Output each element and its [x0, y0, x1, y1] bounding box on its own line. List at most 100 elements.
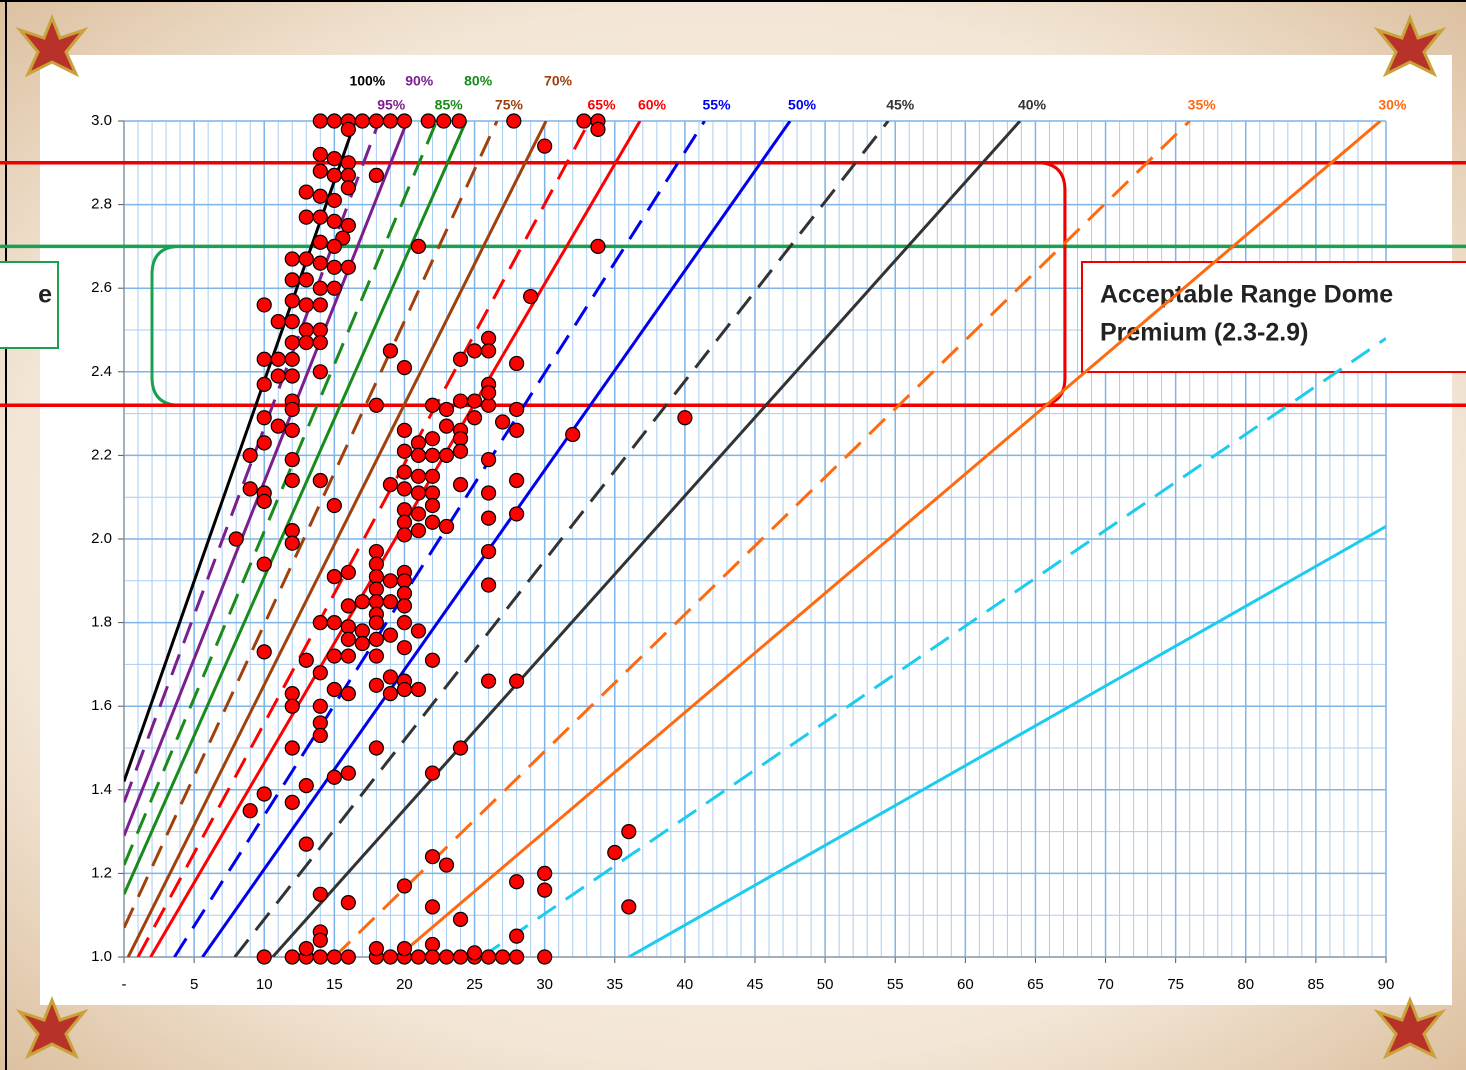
- scatter-point: [284, 368, 300, 384]
- scatter-point: [326, 569, 342, 585]
- scatter-point: [298, 251, 314, 267]
- scatter-point: [340, 631, 356, 647]
- scatter-point: [396, 527, 413, 543]
- x-tick-label: 65: [1027, 976, 1044, 993]
- scatter-point: [242, 803, 258, 819]
- scatter-point: [312, 364, 328, 380]
- scatter-point: [326, 497, 342, 514]
- scatter-point: [396, 878, 413, 894]
- scatter-point: [284, 293, 300, 309]
- series-label: 55%: [703, 97, 732, 113]
- scatter-point: [298, 652, 314, 668]
- scatter-point: [368, 581, 384, 597]
- scatter-point: [284, 422, 300, 438]
- x-tick-label: 35: [606, 976, 623, 993]
- scatter-point: [228, 531, 244, 547]
- scatter-point: [312, 472, 328, 489]
- y-tick-label: 1.6: [91, 697, 112, 714]
- scatter-point: [424, 514, 441, 530]
- scatter-point: [312, 146, 328, 163]
- scatter-point: [565, 426, 581, 443]
- y-tick-label: 2.2: [91, 446, 112, 463]
- scatter-point: [298, 778, 314, 794]
- scatter-point: [354, 623, 370, 639]
- scatter-point: [368, 543, 384, 560]
- series-label: 90%: [405, 73, 434, 89]
- scatter-point: [326, 151, 342, 167]
- logo: [15, 13, 1447, 1060]
- scatter-point: [396, 640, 413, 656]
- scatter-point: [256, 376, 272, 392]
- annotation-text: Premium (2.3-2.9): [1100, 319, 1308, 347]
- scatter-point: [312, 209, 328, 225]
- scatter-point: [438, 949, 455, 965]
- scatter-point: [509, 422, 525, 438]
- series-label: 95%: [377, 97, 406, 113]
- scatter-point: [256, 556, 272, 572]
- scatter-point: [340, 765, 356, 781]
- series-line: [233, 121, 890, 957]
- scatter-point: [340, 619, 356, 635]
- scatter-point: [284, 698, 300, 714]
- series-label: 45%: [886, 97, 915, 113]
- series-line: [201, 121, 792, 957]
- x-tick-label: -: [122, 976, 127, 993]
- scatter-point: [452, 911, 469, 927]
- scatter-point: [312, 113, 328, 129]
- scatter-point: [424, 397, 441, 413]
- scatter-point: [382, 669, 399, 685]
- scatter-point: [452, 351, 469, 367]
- scatter-point: [298, 836, 314, 852]
- scatter-point: [396, 360, 413, 376]
- x-tick-label: 75: [1167, 976, 1184, 993]
- series-line: [124, 121, 381, 803]
- scatter-point: [410, 447, 427, 463]
- scatter-point: [368, 167, 384, 183]
- scatter-point: [424, 485, 441, 501]
- scatter-point: [284, 472, 300, 489]
- series-line: [124, 121, 409, 837]
- scatter-point: [326, 614, 342, 631]
- scatter-point: [396, 464, 413, 480]
- scatter-point: [312, 727, 328, 744]
- scatter-point: [537, 865, 553, 882]
- scatter-point: [298, 322, 314, 338]
- scatter-point: [452, 443, 469, 459]
- scatter-point: [298, 941, 314, 957]
- scatter-point: [368, 677, 384, 693]
- plot-area: [124, 121, 1386, 957]
- x-tick-label: 70: [1097, 976, 1114, 993]
- scatter-point: [480, 577, 497, 593]
- scatter-point: [354, 113, 370, 129]
- x-tick-label: 90: [1378, 976, 1395, 993]
- scatter-point: [451, 113, 467, 129]
- scatter-point: [326, 769, 342, 785]
- scatter-point: [298, 297, 314, 313]
- y-tick-label: 2.8: [91, 196, 112, 213]
- scatter-point: [410, 681, 427, 698]
- scatter-point: [382, 343, 399, 359]
- scatter-point: [452, 949, 469, 965]
- scatter-point: [312, 322, 328, 338]
- scatter-point: [270, 351, 286, 367]
- scatter-point: [410, 623, 427, 639]
- scatter-point: [256, 949, 272, 965]
- x-tick-label: 25: [466, 976, 483, 993]
- scatter-point: [438, 401, 455, 418]
- x-tick-label: 20: [396, 976, 413, 993]
- scatter-point: [256, 351, 272, 367]
- scatter-point: [382, 477, 399, 493]
- scatter-point: [368, 397, 384, 413]
- scatter-point: [382, 627, 399, 643]
- x-tick-label: 40: [677, 976, 694, 993]
- scatter-point: [312, 932, 328, 948]
- y-tick-label: 1.2: [91, 864, 112, 881]
- scatter-point: [576, 113, 592, 129]
- scatter-point: [284, 949, 300, 965]
- scatter-point: [312, 886, 328, 902]
- scatter-point: [256, 435, 272, 451]
- scatter-point: [396, 481, 413, 497]
- range-bracket: [150, 244, 181, 407]
